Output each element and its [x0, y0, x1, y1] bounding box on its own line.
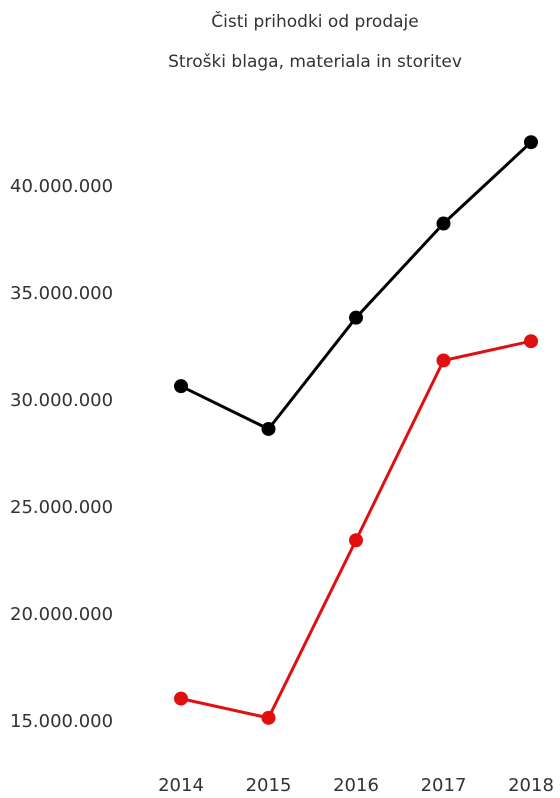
y-tick-label: 20.000.000	[10, 604, 113, 625]
x-tick-label: 2015	[246, 775, 292, 796]
x-tick-label: 2016	[333, 775, 379, 796]
data-point[interactable]	[349, 310, 363, 325]
y-axis: 15.000.000 20.000.000 25.000.000 30.000.000…	[10, 176, 113, 732]
data-point[interactable]	[524, 334, 538, 349]
data-point[interactable]	[261, 710, 276, 725]
y-tick-label: 25.000.000	[10, 497, 113, 518]
data-point[interactable]	[524, 135, 538, 150]
series-1	[174, 334, 538, 725]
y-tick-label: 35.000.000	[10, 283, 113, 304]
y-tick-label: 15.000.000	[10, 711, 113, 732]
series-0	[174, 135, 538, 436]
data-point[interactable]	[349, 533, 363, 548]
plot-area	[174, 135, 538, 725]
x-tick-label: 2018	[508, 775, 554, 796]
legend-entry-revenue: Čisti prihodki od prodaje	[211, 10, 418, 32]
data-point[interactable]	[174, 379, 188, 394]
y-tick-label: 30.000.000	[10, 390, 113, 411]
data-point[interactable]	[174, 691, 188, 706]
x-tick-label: 2014	[158, 775, 204, 796]
legend: Čisti prihodki od prodaje Stroški blaga,…	[168, 10, 462, 72]
y-tick-label: 40.000.000	[10, 176, 113, 197]
data-point[interactable]	[436, 353, 451, 368]
x-axis: 2014 2015 2016 2017 2018	[158, 775, 554, 796]
data-point[interactable]	[436, 216, 451, 231]
legend-entry-costs: Stroški blaga, materiala in storitev	[168, 52, 462, 72]
x-tick-label: 2017	[421, 775, 467, 796]
series-line	[180, 141, 533, 431]
series-line	[180, 339, 532, 720]
data-point[interactable]	[261, 421, 276, 436]
